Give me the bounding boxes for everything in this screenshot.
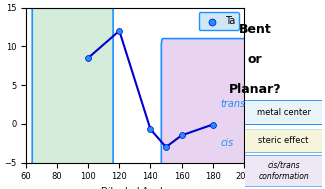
FancyBboxPatch shape [161, 39, 245, 170]
Point [117, 29, 122, 32]
Text: or: or [248, 53, 263, 66]
Legend: Ta: Ta [199, 12, 239, 30]
FancyBboxPatch shape [242, 155, 325, 187]
Point [179, 134, 184, 137]
Text: metal center: metal center [256, 108, 311, 117]
Text: Planar?: Planar? [229, 83, 281, 96]
Text: Bent: Bent [239, 23, 271, 36]
Text: cis/trans
conformation: cis/trans conformation [258, 161, 309, 181]
Point [163, 146, 169, 149]
FancyBboxPatch shape [242, 129, 325, 153]
X-axis label: Dihedral Angle: Dihedral Angle [101, 187, 168, 189]
FancyBboxPatch shape [242, 100, 325, 125]
Point [148, 128, 153, 131]
Text: cis: cis [220, 138, 234, 148]
Point [85, 56, 91, 59]
Text: steric effect: steric effect [258, 136, 309, 145]
FancyBboxPatch shape [32, 0, 113, 170]
Text: trans: trans [220, 99, 246, 109]
Point [210, 123, 215, 126]
